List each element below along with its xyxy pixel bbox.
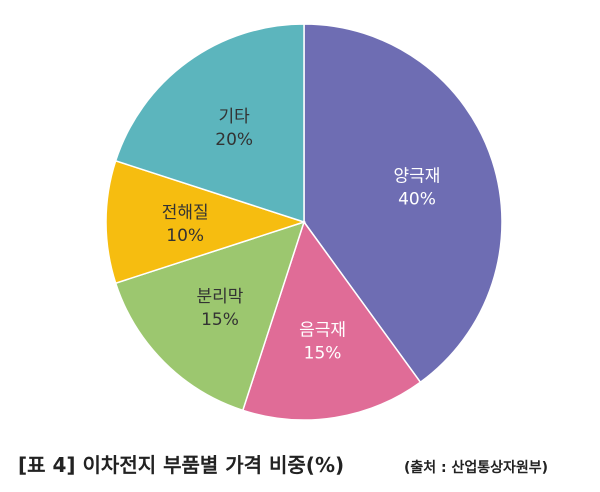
value-label: 15% — [201, 310, 239, 330]
pie-slice — [114, 220, 306, 412]
value-label: 20% — [215, 130, 253, 150]
slice-label: 양극재 — [394, 166, 441, 186]
slice-label: 분리막 — [197, 287, 244, 307]
pie-slice — [241, 220, 422, 421]
value-label: 40% — [398, 189, 436, 209]
value-label: 15% — [304, 343, 342, 363]
chart-title: [표 4] 이차전지 부품별 가격 비중(%) — [18, 453, 344, 477]
pie-slice — [114, 23, 305, 224]
slice-label: 전해질 — [162, 203, 209, 223]
pie-slice — [303, 23, 503, 384]
pie-slice — [105, 159, 307, 285]
source-note: (출처 : 산업통상자원부) — [404, 459, 548, 476]
slice-label: 음극재 — [299, 320, 346, 340]
value-label: 10% — [166, 226, 204, 246]
slice-label: 기타 — [219, 107, 251, 127]
